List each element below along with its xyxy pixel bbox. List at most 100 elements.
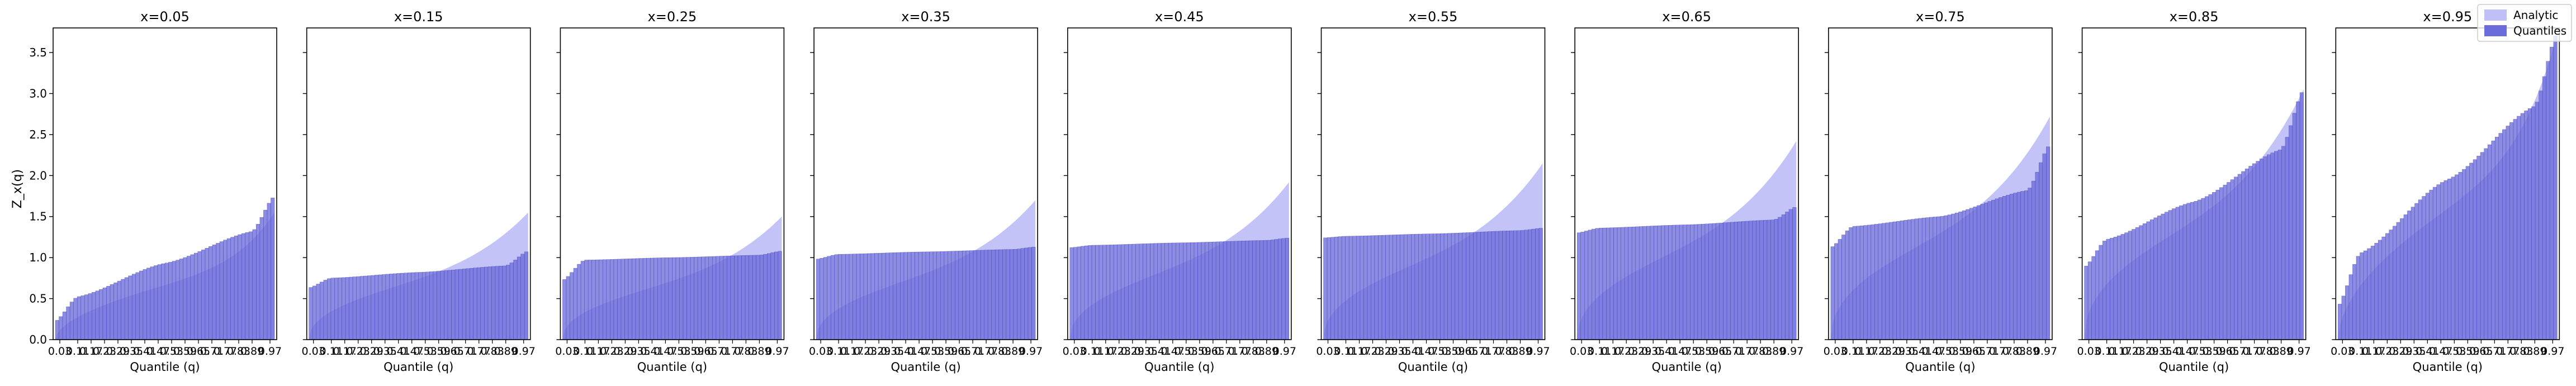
x-tick-label: 0.59 bbox=[2202, 345, 2225, 358]
quantile-bar bbox=[727, 255, 731, 340]
quantile-bar bbox=[226, 238, 231, 340]
quantile-bar bbox=[2042, 153, 2047, 340]
quantile-bar bbox=[327, 278, 332, 340]
quantile-bar bbox=[816, 259, 820, 340]
quantile-bar bbox=[2277, 150, 2282, 340]
axes-frame bbox=[1574, 27, 1799, 340]
quantile-bar bbox=[628, 258, 632, 340]
quantile-bar bbox=[1208, 242, 1213, 340]
quantile-bar bbox=[99, 289, 103, 340]
quantile-bar bbox=[131, 274, 136, 340]
x-tick-label: 0.65 bbox=[1455, 345, 1478, 358]
quantile-bar bbox=[2549, 46, 2554, 340]
quantile-bar bbox=[1509, 230, 1514, 340]
quantile-bar bbox=[827, 256, 831, 340]
quantile-bar bbox=[2230, 179, 2234, 340]
quantile-bar bbox=[1172, 242, 1176, 340]
x-tick-label: 0.97 bbox=[1526, 345, 1550, 358]
quantile-bar bbox=[1345, 236, 1349, 340]
quantile-bar bbox=[524, 251, 528, 340]
x-tick-label: 0.83 bbox=[1242, 345, 1265, 358]
quantile-bar bbox=[491, 266, 496, 340]
quantile-bar bbox=[1179, 242, 1183, 340]
quantile-bar bbox=[1205, 242, 1209, 340]
x-tick-label: 0.35 bbox=[2148, 345, 2172, 358]
quantile-bar bbox=[2432, 187, 2437, 340]
quantile-bar bbox=[1462, 232, 1466, 340]
x-tick-label: 0.59 bbox=[1695, 345, 1718, 358]
quantile-bar bbox=[1183, 242, 1187, 340]
x-tick-label: 0.03 bbox=[48, 345, 72, 358]
quantile-bar bbox=[911, 252, 915, 340]
quantile-bar bbox=[1277, 239, 1282, 340]
quantile-bar bbox=[1781, 214, 1786, 340]
quantile-bar bbox=[1969, 208, 1973, 340]
quantile-bar bbox=[562, 279, 567, 340]
subplot-title: x=0.95 bbox=[2423, 9, 2472, 25]
quantile-bar bbox=[2223, 184, 2227, 340]
quantile-bar bbox=[2407, 211, 2412, 340]
x-tick-label: 0.11 bbox=[1588, 345, 1611, 358]
x-tick-label: 0.47 bbox=[2175, 345, 2199, 358]
x-tick-label: 0.59 bbox=[427, 345, 451, 358]
quantile-bar bbox=[248, 231, 253, 340]
quantile-bar bbox=[1535, 228, 1540, 340]
quantile-bar bbox=[1867, 225, 1872, 340]
x-tick-label: 0.59 bbox=[1188, 345, 1211, 358]
subplot-2: 0.030.110.170.230.290.350.410.470.530.59… bbox=[302, 9, 536, 374]
quantile-bar bbox=[778, 251, 782, 340]
quantile-bar bbox=[267, 203, 271, 340]
quantile-bar bbox=[2389, 230, 2393, 340]
quantile-bar bbox=[2444, 180, 2448, 340]
quantile-bar bbox=[1102, 245, 1107, 340]
x-tick-label: 0.89 bbox=[1762, 345, 1786, 358]
quantile-bar bbox=[121, 279, 125, 340]
quantile-bar bbox=[2197, 199, 2201, 340]
x-tick-label: 0.35 bbox=[1895, 345, 1919, 358]
x-tick-label: 0.53 bbox=[667, 345, 690, 358]
quantile-bar bbox=[1576, 232, 1581, 340]
quantile-bar bbox=[1690, 224, 1694, 340]
quantile-bar bbox=[2494, 136, 2499, 340]
quantile-bar bbox=[473, 268, 477, 340]
quantile-bar bbox=[2403, 214, 2408, 340]
quantile-bar bbox=[367, 275, 372, 340]
quantile-bar bbox=[1110, 245, 1114, 340]
quantile-bar bbox=[1628, 227, 1632, 340]
quantile-bar bbox=[1878, 223, 1882, 340]
quantile-bar bbox=[1723, 222, 1727, 340]
x-tick-label: 0.89 bbox=[1508, 345, 1532, 358]
quantile-bar bbox=[672, 257, 676, 340]
quantile-bar bbox=[606, 259, 610, 340]
quantile-bar bbox=[414, 272, 419, 340]
x-tick-label: 0.11 bbox=[320, 345, 343, 358]
quantile-bar bbox=[2128, 231, 2132, 340]
x-tick-label: 0.23 bbox=[600, 345, 623, 358]
quantile-bar bbox=[1752, 220, 1756, 340]
quantile-bar bbox=[1871, 224, 1875, 340]
x-tick-label: 0.53 bbox=[1682, 345, 1705, 358]
x-tick-label: 0.53 bbox=[1935, 345, 1959, 358]
quantile-bar bbox=[484, 266, 489, 340]
quantile-bar bbox=[1153, 243, 1158, 340]
quantile-bar bbox=[422, 271, 427, 340]
x-tick-label: 0.53 bbox=[2189, 345, 2212, 358]
quantile-bar bbox=[1330, 237, 1335, 340]
quantile-bar bbox=[1521, 230, 1525, 340]
x-tick-label: 0.03 bbox=[1570, 345, 1593, 358]
quantile-bar bbox=[1256, 240, 1260, 340]
x-tick-label: 0.29 bbox=[613, 345, 637, 358]
quantile-bar bbox=[2124, 232, 2129, 340]
quantile-bar bbox=[1352, 236, 1357, 340]
subplot-title: x=0.75 bbox=[1916, 9, 1965, 25]
quantile-bar bbox=[2016, 192, 2021, 340]
quantile-bar bbox=[209, 246, 213, 340]
quantile-bar bbox=[1505, 230, 1510, 340]
x-tick-label: 0.03 bbox=[1316, 345, 1339, 358]
quantile-bar bbox=[878, 252, 883, 340]
quantile-bar bbox=[1088, 245, 1092, 340]
y-tick-label: 1.0 bbox=[29, 251, 47, 264]
quantile-bar bbox=[1073, 247, 1078, 340]
quantile-bar bbox=[1834, 243, 1839, 340]
x-tick-label: 0.23 bbox=[93, 345, 116, 358]
